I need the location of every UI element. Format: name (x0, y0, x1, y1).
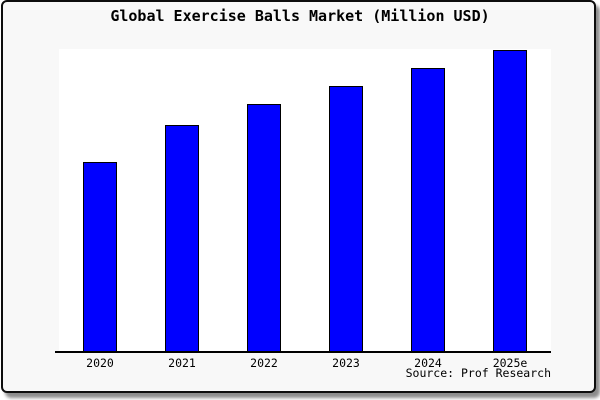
chart-title: Global Exercise Balls Market (Million US… (110, 7, 490, 25)
bar-2025e (493, 50, 527, 352)
bar-2022 (247, 104, 281, 352)
source-label: Source: Prof Research (405, 366, 551, 380)
x-tick-2022: 2022 (250, 356, 278, 370)
plot-area (59, 49, 551, 352)
x-tick-2023: 2023 (332, 356, 360, 370)
x-tick-2021: 2021 (168, 356, 196, 370)
bar-2023 (329, 86, 363, 352)
bar-2024 (411, 68, 445, 352)
bar-2021 (165, 125, 199, 352)
x-tick-2025e: 2025e (492, 356, 528, 370)
x-tick-2024: 2024 (414, 356, 442, 370)
x-axis-ticks: 2020 2021 2022 2023 2024 2025e (0, 356, 600, 370)
bar-2020 (83, 162, 117, 352)
x-axis-line (55, 351, 551, 353)
x-tick-2020: 2020 (86, 356, 114, 370)
